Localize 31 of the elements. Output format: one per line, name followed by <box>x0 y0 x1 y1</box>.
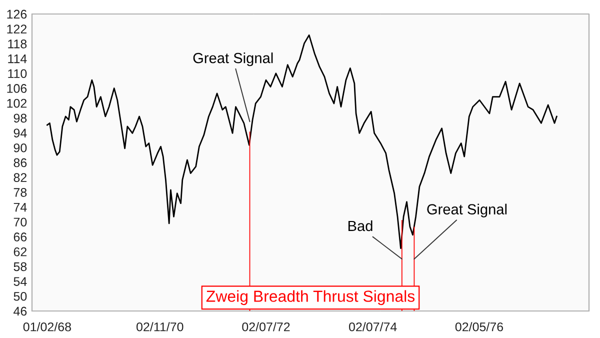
y-tick-label: 102 <box>7 98 27 108</box>
y-tick-label: 82 <box>14 173 27 182</box>
x-tick-label: 02/07/74 <box>349 322 397 332</box>
y-tick-label: 90 <box>14 143 27 152</box>
x-tick-label: 01/02/68 <box>23 322 71 332</box>
y-tick-label: 58 <box>14 262 27 272</box>
y-tick-label: 70 <box>14 218 27 227</box>
y-tick-label: 46 <box>14 306 27 316</box>
x-tick-label: 02/11/70 <box>136 322 184 332</box>
annotation: Zweig Breadth Thrust Signals <box>206 290 415 306</box>
y-tick-label: 110 <box>8 69 27 78</box>
y-tick-label: 114 <box>8 54 27 64</box>
x-tick-label: 02/05/76 <box>455 322 504 332</box>
y-tick-label: 106 <box>7 84 27 93</box>
annotation: Great Signal <box>193 52 273 66</box>
line-series <box>46 34 558 249</box>
y-tick-label: 66 <box>14 232 27 242</box>
annotation: Bad <box>348 220 372 232</box>
y-tick-label: 62 <box>14 247 27 256</box>
y-tick-label: 118 <box>8 40 27 48</box>
y-tick-label: 122 <box>7 24 27 34</box>
x-tick-label: 02/07/72 <box>242 322 290 332</box>
annotation: Great Signal <box>427 204 507 218</box>
y-tick-label: 94 <box>14 128 27 138</box>
y-tick-label: 74 <box>14 202 27 212</box>
y-tick-label: 86 <box>14 158 27 168</box>
y-tick-label: 126 <box>7 10 27 19</box>
y-tick-label: 54 <box>14 277 27 286</box>
y-tick-label: 50 <box>14 292 27 301</box>
y-tick-label: 98 <box>14 114 27 123</box>
y-tick-label: 78 <box>14 188 27 197</box>
